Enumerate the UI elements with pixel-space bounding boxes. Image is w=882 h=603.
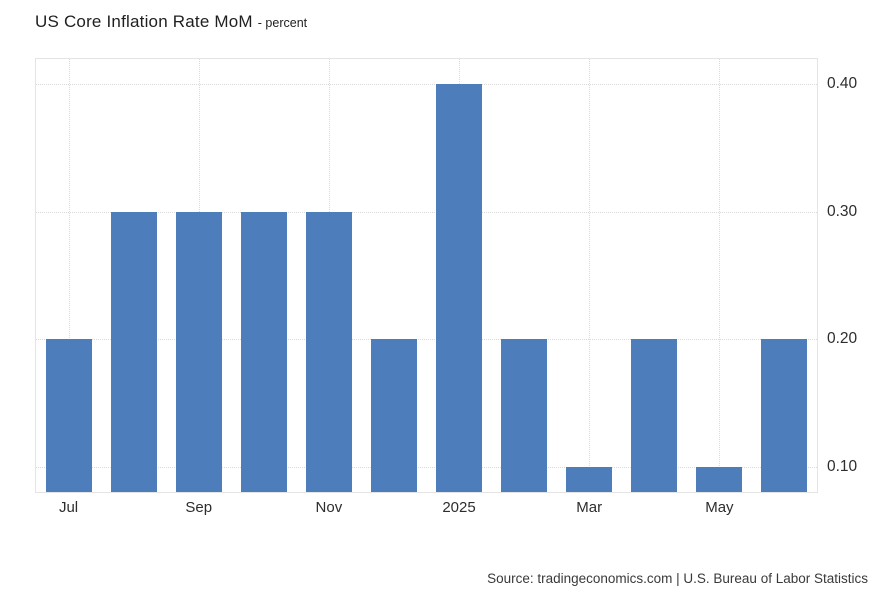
bar-jun-2025[interactable]: [761, 339, 808, 492]
bar-apr-2025[interactable]: [631, 339, 678, 492]
chart-title-unit: - percent: [257, 16, 308, 30]
y-gridline-0.30: [36, 211, 817, 213]
x-gridline-May: [719, 59, 721, 492]
x-tick-label: Nov: [315, 499, 343, 516]
bar-feb-2025[interactable]: [501, 339, 548, 492]
y-gridline-0.10: [36, 466, 817, 468]
plot-area: [35, 58, 818, 493]
x-tick-label: Mar: [576, 499, 603, 516]
x-gridline-Mar: [589, 59, 591, 492]
bar-sep-2024[interactable]: [175, 211, 222, 492]
y-tick-label: 0.30: [827, 202, 858, 220]
y-tick-label: 0.10: [827, 457, 858, 475]
source-attribution: Source: tradingeconomics.com | U.S. Bure…: [487, 571, 868, 586]
x-tick-label: Jul: [58, 499, 79, 516]
y-gridline-0.20: [36, 339, 817, 341]
bar-mar-2025[interactable]: [566, 466, 613, 492]
bar-aug-2024[interactable]: [110, 211, 157, 492]
y-gridline-0.40: [36, 84, 817, 86]
bar-jul-2024[interactable]: [45, 339, 92, 492]
chart-title: US Core Inflation Rate MoM - percent: [35, 12, 307, 32]
y-tick-label: 0.40: [827, 75, 858, 93]
x-tick-label: May: [705, 499, 734, 516]
bar-oct-2024[interactable]: [240, 211, 287, 492]
bar-may-2025[interactable]: [696, 466, 743, 492]
x-tick-label: Sep: [185, 499, 213, 516]
y-tick-label: 0.20: [827, 330, 858, 348]
x-tick-label: 2025: [442, 499, 476, 516]
bar-dec-2024[interactable]: [370, 339, 417, 492]
chart-title-text: US Core Inflation Rate MoM: [35, 12, 253, 31]
bar-jan-2025[interactable]: [436, 84, 483, 492]
x-gridline-Jul: [68, 59, 70, 492]
bar-nov-2024[interactable]: [305, 211, 352, 492]
